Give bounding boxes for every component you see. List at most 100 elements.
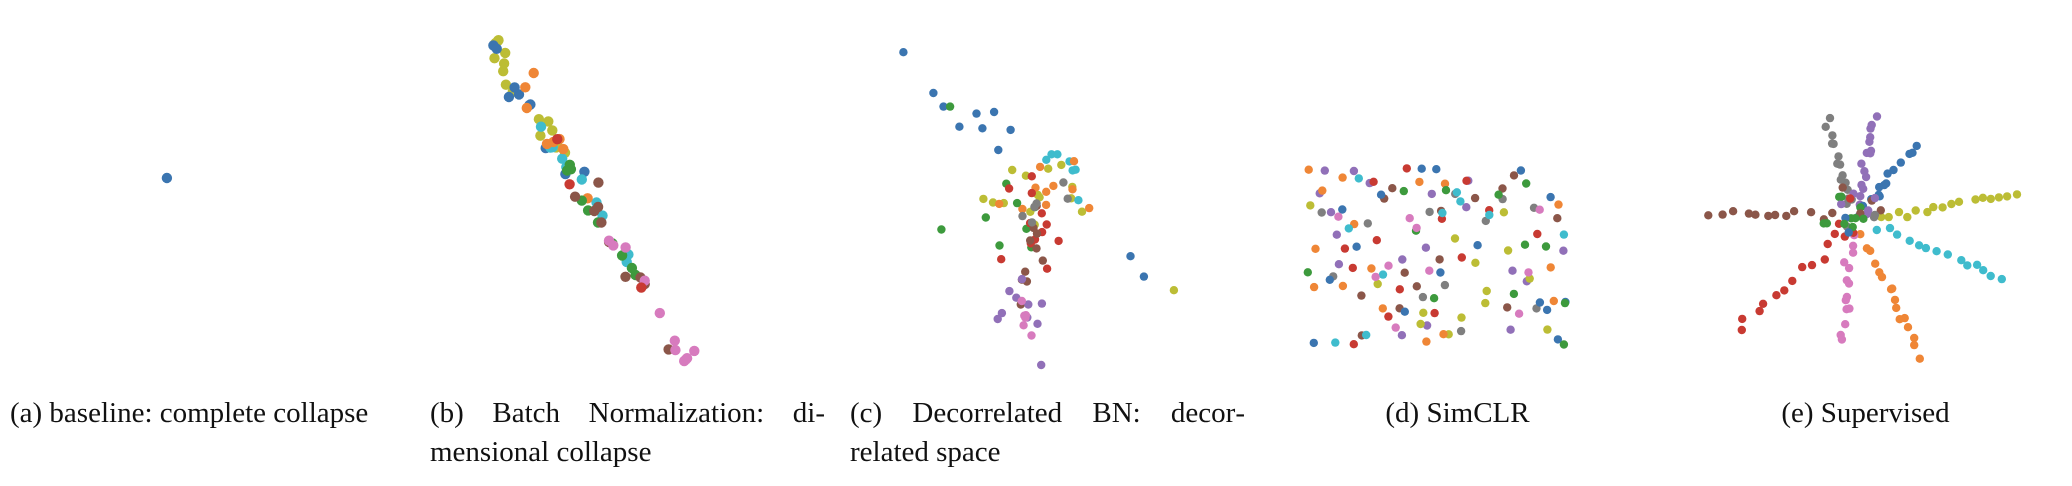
scatter-point bbox=[1348, 263, 1357, 273]
caption-b: (b) Batch Normalization: di­mensional co… bbox=[430, 397, 825, 468]
scatter-point bbox=[972, 109, 981, 118]
scatter-point bbox=[1338, 281, 1348, 291]
scatter-point bbox=[1415, 177, 1424, 187]
scatter-point bbox=[489, 53, 500, 64]
scatter-point bbox=[1425, 266, 1434, 275]
scatter-point bbox=[1309, 282, 1319, 292]
scatter-point bbox=[1535, 298, 1545, 307]
scatter-point bbox=[1971, 195, 1980, 204]
scatter-point bbox=[500, 47, 511, 59]
scatter-point bbox=[1338, 205, 1347, 214]
scatter-point bbox=[1871, 259, 1880, 268]
scatter-point bbox=[1877, 272, 1887, 282]
scatter-point bbox=[1074, 196, 1083, 205]
scatter-point bbox=[1554, 200, 1563, 209]
scatter-point bbox=[1755, 306, 1764, 316]
scatter-point bbox=[503, 91, 515, 103]
scatter-point bbox=[1334, 260, 1344, 269]
scatter-point bbox=[1910, 340, 1919, 350]
scatter-point bbox=[1085, 203, 1094, 213]
scatter-point bbox=[1559, 246, 1568, 255]
scatter-point bbox=[1397, 331, 1407, 340]
scatter-point bbox=[1395, 285, 1404, 294]
scatter-point bbox=[1835, 160, 1845, 169]
scatter-point bbox=[1718, 210, 1727, 219]
scatter-point bbox=[1764, 211, 1773, 221]
scatter-point bbox=[1030, 202, 1039, 212]
scatter-point bbox=[1037, 209, 1046, 218]
scatter-point bbox=[1481, 298, 1490, 308]
scatter-point bbox=[1400, 268, 1409, 277]
scatter-point bbox=[1363, 219, 1372, 228]
scatter-point bbox=[1857, 159, 1866, 168]
scatter-point bbox=[1349, 166, 1359, 176]
scatter-point bbox=[1436, 268, 1445, 277]
scatter-point bbox=[1019, 321, 1028, 330]
scatter-point bbox=[1825, 113, 1835, 123]
scatter-point bbox=[955, 122, 964, 131]
scatter-point bbox=[1900, 313, 1909, 323]
scatter-point bbox=[669, 335, 680, 346]
scatter-point bbox=[1053, 150, 1062, 159]
scatter-point bbox=[1331, 338, 1340, 347]
scatter-point bbox=[1914, 241, 1924, 250]
scatter-point bbox=[1892, 230, 1902, 239]
scatter-point bbox=[1848, 241, 1858, 250]
scatter-point bbox=[681, 353, 693, 364]
scatter-point bbox=[1788, 276, 1797, 286]
scatter-point bbox=[1499, 208, 1509, 217]
scatter-point bbox=[1018, 204, 1027, 214]
scatter-point bbox=[520, 82, 531, 93]
scatter-point bbox=[654, 307, 665, 319]
scatter-point bbox=[1354, 174, 1363, 183]
scatter-point bbox=[509, 82, 520, 93]
scatter-point bbox=[1905, 236, 1914, 245]
scatter-point bbox=[1923, 207, 1932, 217]
scatter-plot-e bbox=[1704, 112, 2022, 363]
scatter-point bbox=[1837, 335, 1847, 344]
scatter-point bbox=[620, 242, 631, 253]
scatter-point bbox=[1304, 165, 1313, 174]
scatter-point bbox=[1840, 219, 1849, 229]
scatter-point bbox=[1419, 308, 1428, 317]
scatter-point bbox=[1042, 187, 1051, 196]
scatter-point bbox=[1503, 303, 1512, 312]
scatter-point bbox=[1957, 256, 1966, 265]
scatter-point bbox=[1332, 230, 1341, 239]
scatter-point bbox=[1994, 193, 2004, 202]
scatter-point bbox=[1038, 256, 1047, 265]
scatter-point bbox=[1450, 234, 1460, 243]
scatter-point bbox=[558, 143, 569, 155]
scatter-point bbox=[1979, 266, 1988, 275]
panel-c: (c) Decorrelated BN: decor­related space bbox=[840, 0, 1254, 486]
scatter-point bbox=[1340, 244, 1350, 253]
scatter-point bbox=[1542, 305, 1552, 315]
scatter-point bbox=[995, 199, 1004, 209]
caption-c: (c) Decorrelated BN: decor­related space bbox=[850, 397, 1245, 468]
scatter-point bbox=[1384, 312, 1393, 321]
scatter-point bbox=[1452, 188, 1462, 197]
scatter-point bbox=[1837, 199, 1846, 209]
scatter-point bbox=[1543, 325, 1552, 334]
scatter-point bbox=[1844, 228, 1853, 237]
scatter-point bbox=[498, 66, 509, 77]
scatter-point bbox=[500, 79, 512, 90]
scatter-point bbox=[1005, 286, 1014, 296]
scatter-point bbox=[161, 172, 173, 184]
scatter-point bbox=[1864, 206, 1873, 215]
scatter-point bbox=[498, 58, 510, 69]
scatter-point bbox=[997, 255, 1006, 264]
scatter-point bbox=[1441, 186, 1451, 195]
scatter-point bbox=[1910, 333, 1919, 343]
scatter-plot-c bbox=[899, 48, 1179, 370]
scatter-point bbox=[1772, 291, 1781, 300]
caption-d: (d) SimCLR bbox=[1385, 397, 1530, 429]
scatter-point bbox=[589, 205, 600, 217]
scatter-point bbox=[596, 217, 607, 228]
scatter-point bbox=[929, 88, 938, 98]
scatter-point bbox=[1737, 325, 1746, 335]
scatter-point bbox=[1417, 164, 1426, 173]
scatter-point bbox=[1872, 112, 1882, 121]
scatter-point bbox=[1509, 289, 1519, 299]
